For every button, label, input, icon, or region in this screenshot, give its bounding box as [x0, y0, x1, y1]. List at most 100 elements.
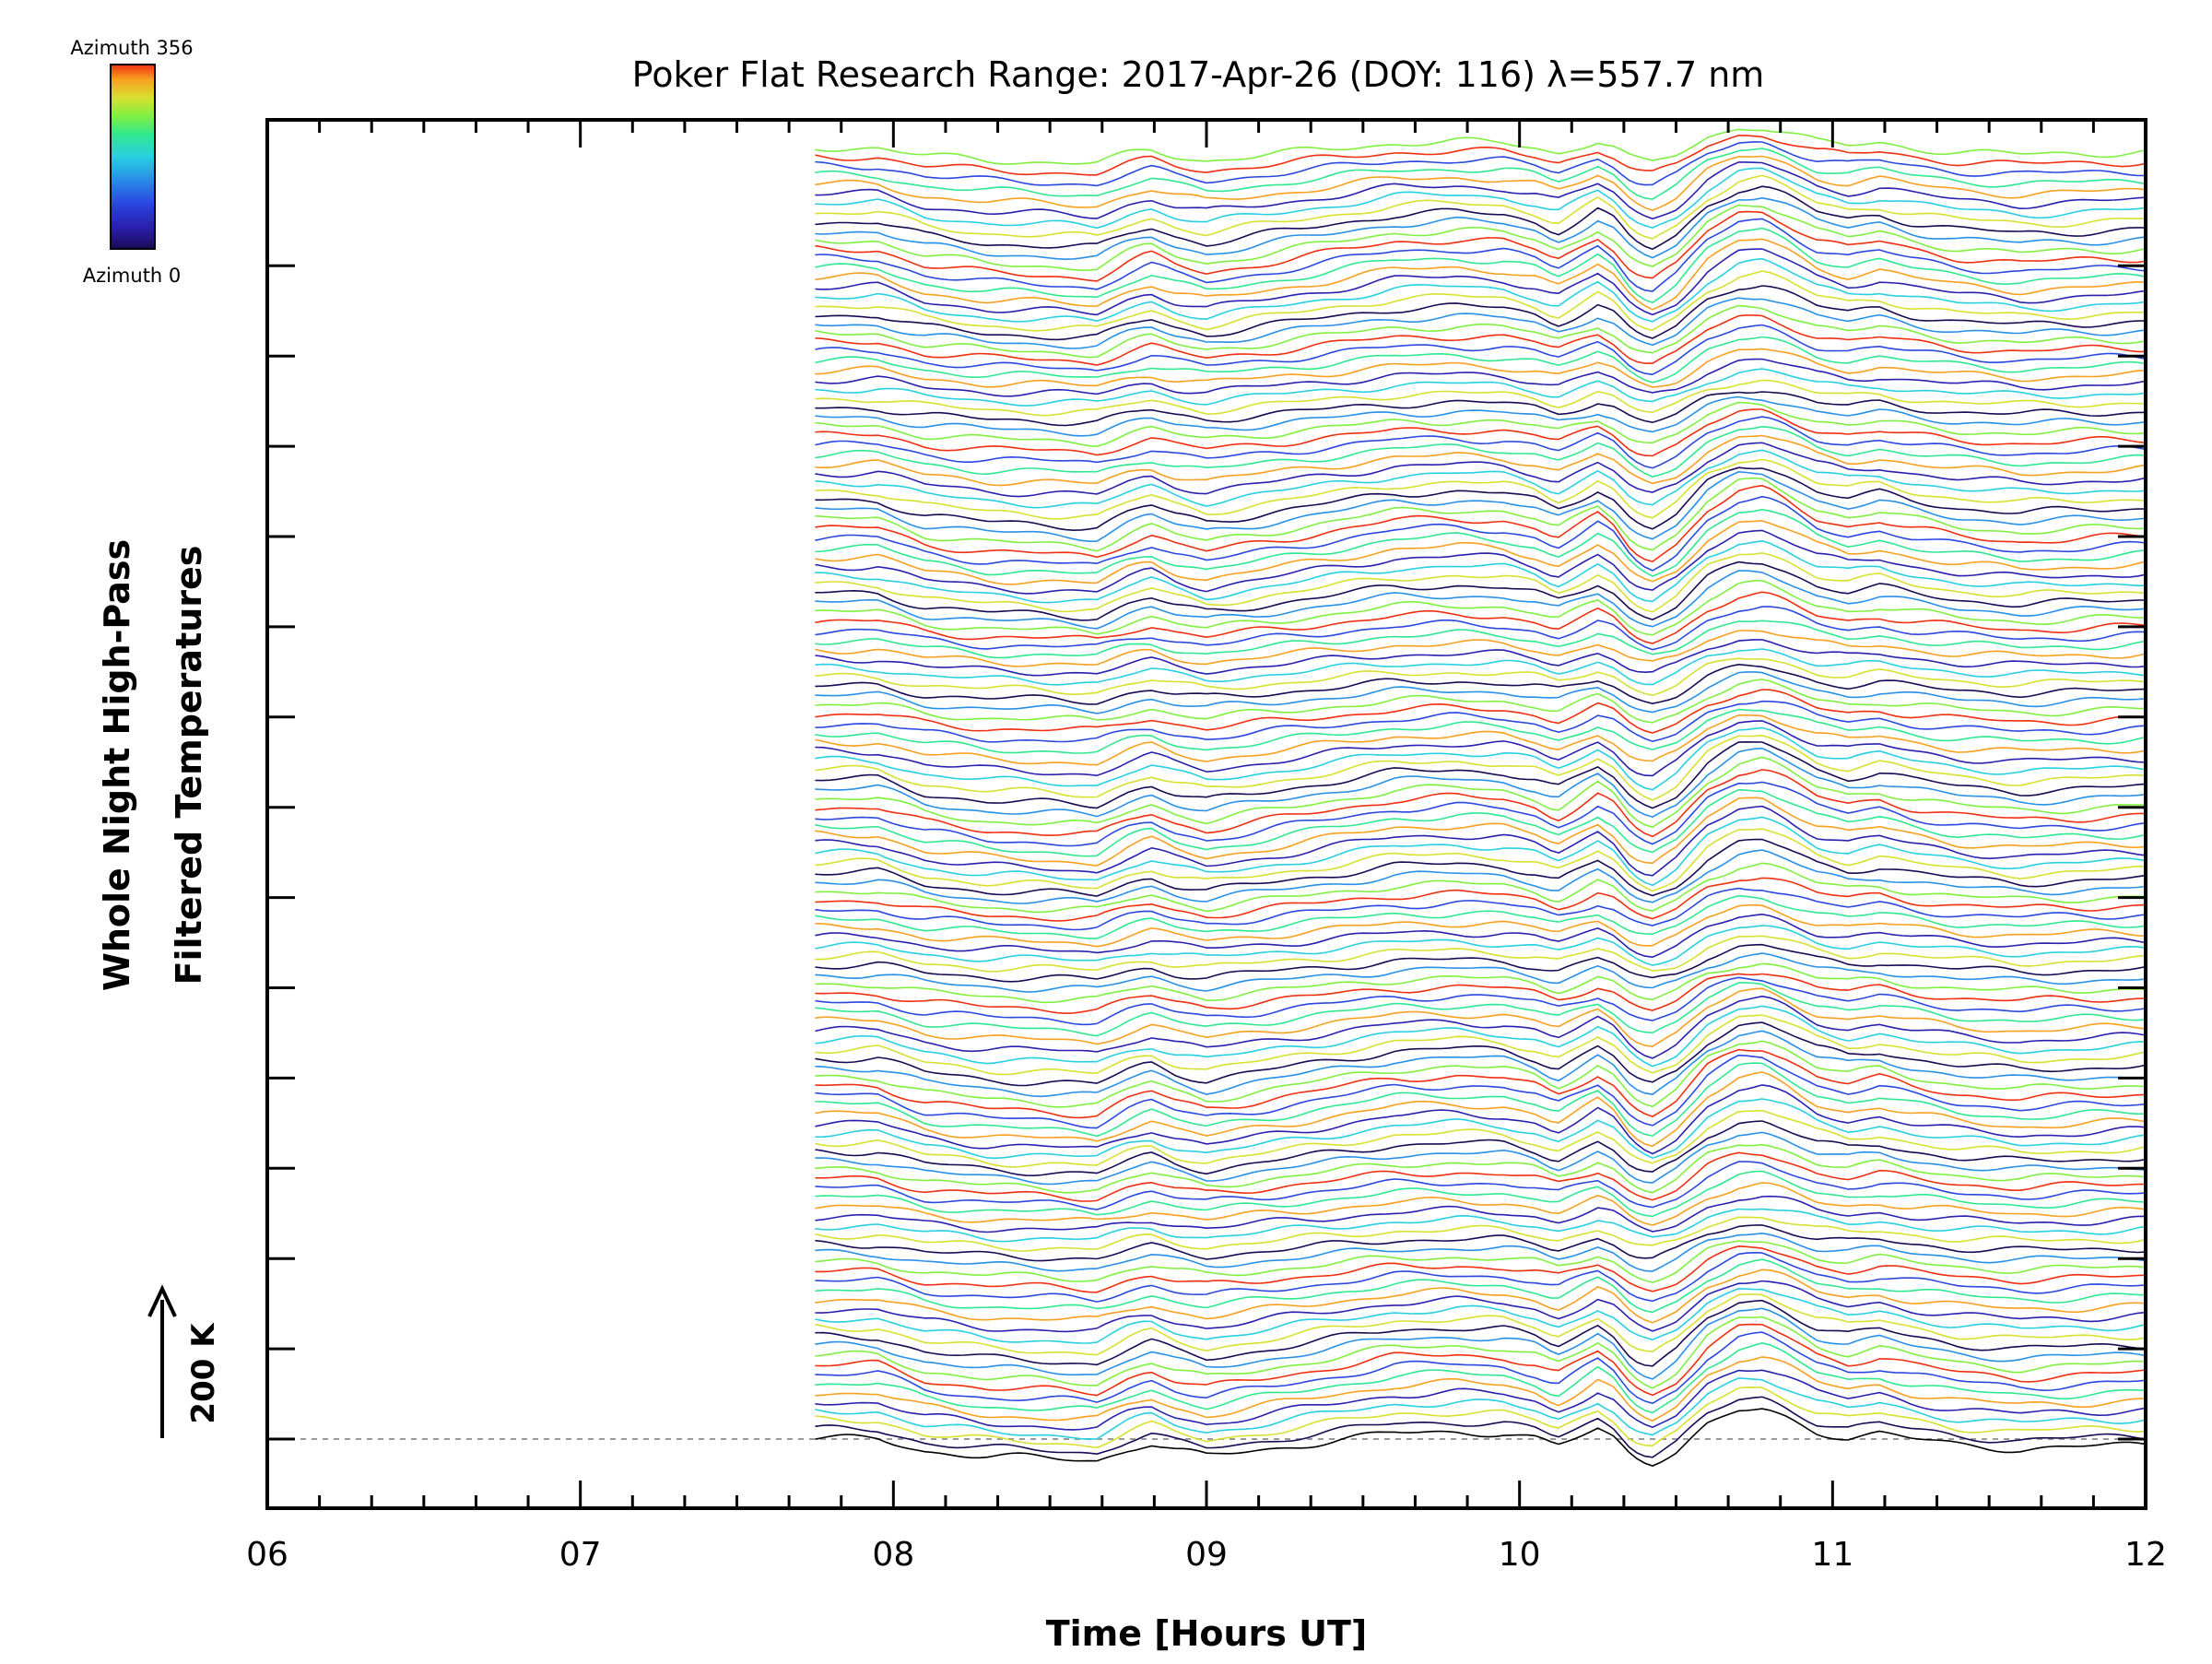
azimuth-line	[815, 1216, 2147, 1252]
azimuth-line	[815, 1021, 2147, 1087]
azimuth-line	[815, 1356, 2147, 1422]
azimuth-line	[815, 828, 2147, 892]
azimuth-line	[815, 1109, 2147, 1168]
azimuth-line	[815, 816, 2147, 887]
azimuth-line	[815, 238, 2147, 311]
azimuth-line	[815, 434, 2147, 487]
azimuth-line	[815, 894, 2147, 939]
plot-area	[267, 128, 2147, 1467]
azimuth-line	[815, 952, 2147, 993]
azimuth-line	[815, 1245, 2147, 1293]
azimuth-line	[815, 368, 2147, 407]
azimuth-line	[815, 539, 2146, 604]
azimuth-line	[815, 336, 2147, 384]
azimuth-line	[815, 606, 2147, 651]
azimuth-line	[815, 270, 2147, 332]
azimuth-line	[815, 976, 2147, 1026]
azimuth-line	[815, 1120, 2147, 1177]
azimuth-line	[815, 1084, 2147, 1155]
azimuth-line	[815, 1299, 2147, 1367]
x-tick-label: 11	[1811, 1536, 1853, 1574]
azimuth-line	[815, 248, 2147, 316]
azimuth-line	[815, 218, 2147, 292]
azimuth-line	[815, 552, 2147, 613]
azimuth-line	[815, 903, 2147, 948]
azimuth-line	[815, 788, 2147, 857]
azimuth-line	[815, 708, 2147, 754]
azimuth-line	[815, 862, 2146, 914]
azimuth-line	[815, 395, 2147, 437]
colorbar: Azimuth 356 Azimuth 0	[70, 37, 193, 287]
azimuth-line	[815, 648, 2147, 686]
azimuth-line	[815, 1098, 2147, 1160]
azimuth-line	[815, 679, 2147, 724]
x-axis-title: Time [Hours UT]	[1046, 1613, 1368, 1654]
azimuth-line	[815, 470, 2147, 543]
azimuth-line	[815, 781, 2147, 847]
azimuth-line	[815, 1280, 2147, 1333]
azimuth-line	[815, 1316, 2147, 1389]
azimuth-line	[815, 1293, 2147, 1356]
plot-frame	[265, 118, 2147, 1510]
colorbar-gradient	[110, 64, 156, 250]
azimuth-line	[815, 1054, 2147, 1129]
azimuth-line	[815, 561, 2146, 621]
scale-bar-arrowhead	[147, 1284, 177, 1317]
azimuth-line	[815, 128, 2147, 165]
azimuth-line	[815, 1377, 2147, 1440]
azimuth-line	[815, 204, 2147, 272]
azimuth-line	[815, 1014, 2147, 1076]
y-axis-ticks	[267, 264, 2146, 1441]
azimuth-line	[815, 925, 2147, 966]
azimuth-line	[815, 756, 2147, 829]
azimuth-line	[815, 227, 2147, 304]
azimuth-line	[815, 495, 2147, 572]
azimuth-line	[815, 579, 2147, 636]
azimuth-line	[815, 570, 2147, 630]
azimuth-line	[815, 663, 2147, 705]
azimuth-line	[815, 995, 2147, 1059]
azimuth-line	[815, 141, 2147, 187]
azimuth-line	[815, 174, 2147, 240]
azimuth-line	[815, 805, 2147, 877]
azimuth-line	[815, 520, 2147, 585]
azimuth-line	[815, 1232, 2147, 1272]
azimuth-line	[815, 1170, 2147, 1218]
azimuth-line	[815, 391, 2146, 427]
scale-bar-label: 200 K	[185, 1322, 222, 1424]
chart-title: Poker Flat Research Range: 2017-Apr-26 (…	[632, 54, 1765, 95]
azimuth-line	[815, 529, 2147, 595]
x-tick-label: 07	[559, 1536, 602, 1574]
azimuth-line	[815, 726, 2147, 791]
azimuth-line	[815, 849, 2147, 904]
azimuth-line	[815, 425, 2147, 478]
azimuth-line	[815, 1208, 2147, 1243]
azimuth-line	[815, 161, 2147, 220]
x-tick-label: 10	[1499, 1536, 1541, 1574]
colorbar-top-label: Azimuth 356	[70, 37, 193, 59]
azimuth-line	[815, 1048, 2147, 1119]
azimuth-line	[815, 973, 2147, 1015]
azimuth-line	[815, 1386, 2147, 1449]
azimuth-line	[815, 657, 2147, 697]
azimuth-line	[815, 714, 2147, 766]
azimuth-line	[815, 1240, 2147, 1283]
azimuth-line	[815, 196, 2147, 261]
azimuth-line	[815, 1062, 2147, 1138]
azimuth-line	[815, 449, 2147, 509]
azimuth-line	[815, 1369, 2147, 1431]
azimuth-line	[815, 324, 2147, 376]
azimuth-line	[815, 379, 2147, 417]
azimuth-line	[815, 639, 2147, 677]
azimuth-line	[815, 348, 2147, 388]
azimuth-line	[815, 466, 2147, 532]
azimuth-line	[815, 962, 2147, 1004]
azimuth-line	[815, 1040, 2147, 1108]
azimuth-line	[815, 620, 2147, 659]
azimuth-line	[815, 747, 2147, 818]
azimuth-line	[815, 1331, 2147, 1405]
azimuth-line	[815, 1005, 2147, 1068]
azimuth-line	[815, 458, 2147, 520]
azimuth-line	[815, 838, 2147, 897]
